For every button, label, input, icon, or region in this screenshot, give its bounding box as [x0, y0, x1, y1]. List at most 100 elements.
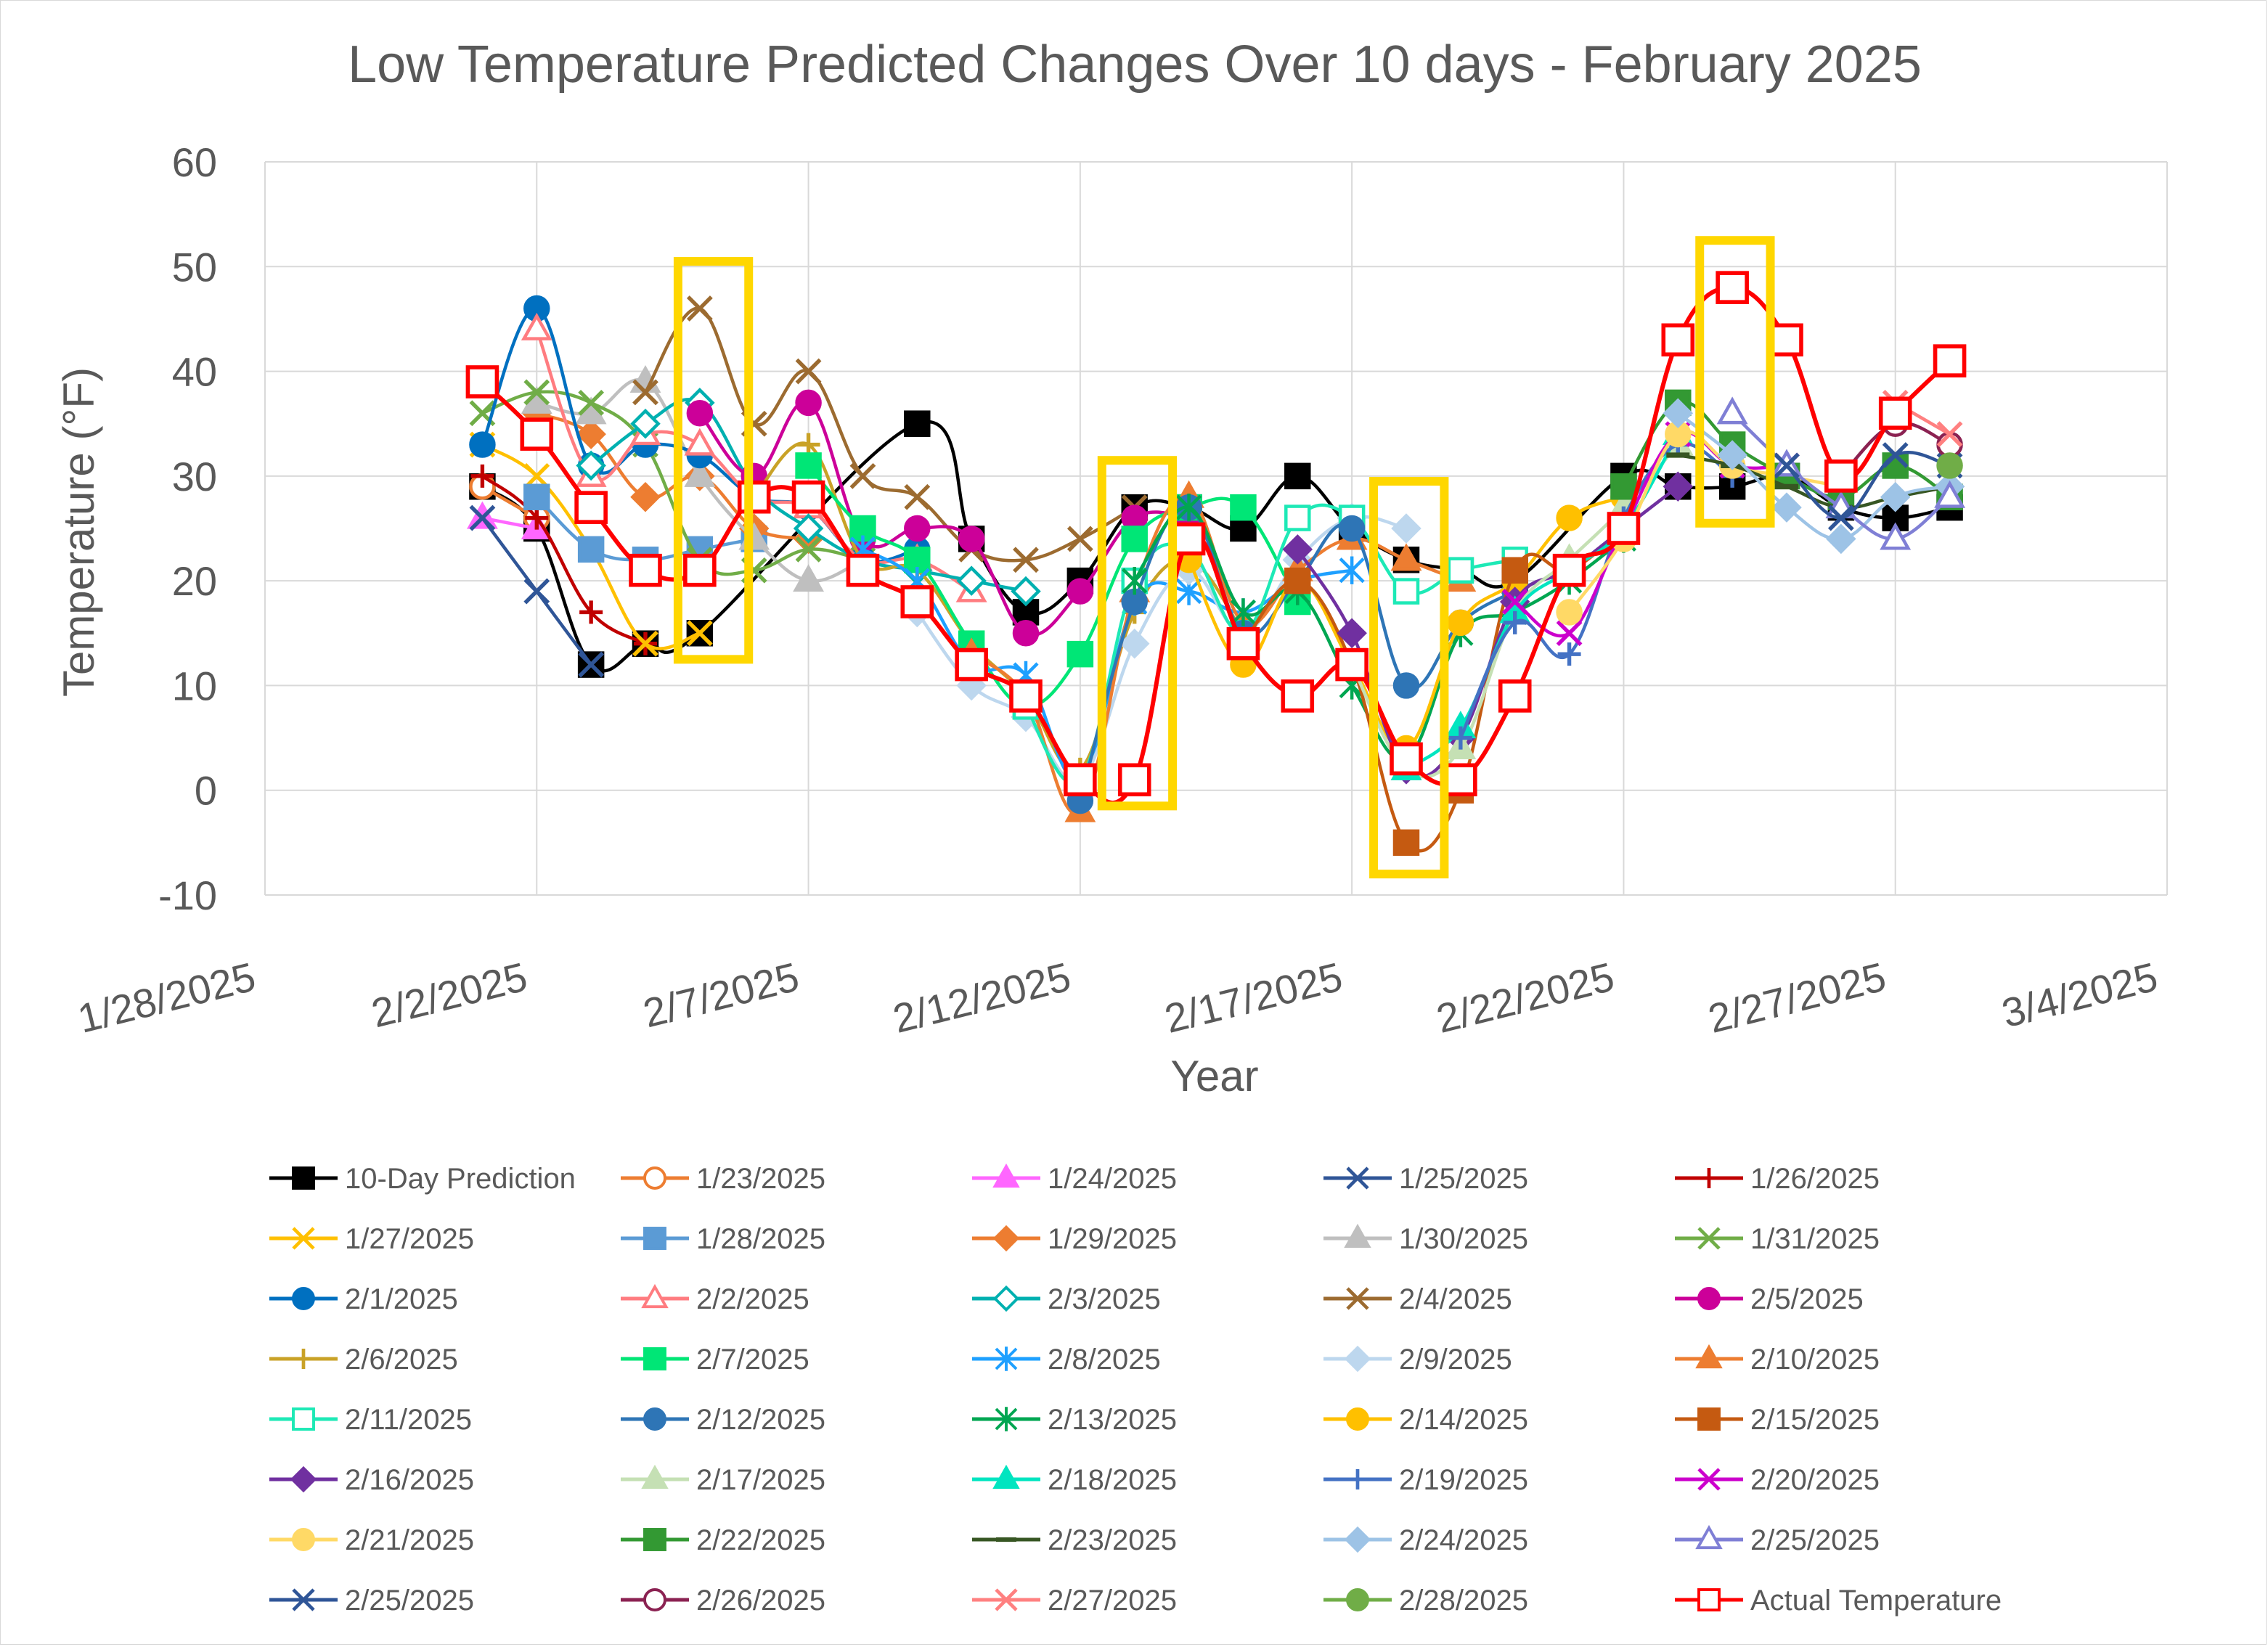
legend-label: 2/9/2025 [1399, 1344, 1512, 1376]
legend-label: 2/13/2025 [1048, 1404, 1177, 1436]
legend-item-1-31-2025: 1/31/2025 [1675, 1223, 1880, 1255]
legend-marker [1695, 1524, 1723, 1550]
legend-marker [641, 1464, 669, 1489]
series-line-2-15-2025 [1241, 527, 1625, 853]
legend-item-2-3-2025: 2/3/2025 [972, 1283, 1161, 1315]
y-axis-title: Temperature (°F) [54, 367, 103, 697]
legend-label: 2/2/2025 [696, 1283, 809, 1315]
legend-label: 2/24/2025 [1399, 1524, 1528, 1556]
data-point-2-20-2025 [1501, 589, 1528, 615]
series-actual-temperature [465, 271, 1967, 805]
data-point-1-29-2025 [576, 419, 606, 449]
legend-item-2-27-2025: 2/27/2025 [972, 1585, 1177, 1617]
legend-item-2-11-2025: 2/11/2025 [269, 1404, 472, 1436]
legend-marker [992, 1464, 1020, 1489]
legend-label: 2/22/2025 [696, 1524, 825, 1556]
x-tick-label: 2/22/2025 [1432, 954, 1618, 1042]
data-point-1-31-2025 [795, 536, 822, 563]
series-line-1-31-2025 [481, 390, 863, 576]
legend-label: 2/12/2025 [696, 1404, 825, 1436]
data-point-2-4-2025 [632, 379, 658, 406]
x-axis-title: Year [1170, 1052, 1258, 1100]
legend-label: 2/20/2025 [1750, 1464, 1880, 1496]
legend-marker [643, 1528, 666, 1551]
data-point-2-9-2025 [1119, 628, 1150, 659]
data-point-2-25-2025 [1934, 480, 1966, 508]
data-point-2-13-2025 [1122, 566, 1148, 595]
legend-label: 2/5/2025 [1750, 1283, 1864, 1315]
data-point-actual-temperature [1390, 742, 1423, 776]
data-point-actual-temperature [1933, 344, 1967, 377]
y-axis-ticks: 60 50 40 30 20 10 0 -10 [158, 139, 217, 918]
data-point-2-10-2025 [1390, 543, 1422, 571]
data-point-2-11-2025 [1447, 557, 1474, 584]
data-point-2-7-2025 [795, 452, 822, 479]
series-line-2-20-2025 [1514, 430, 1787, 638]
data-point-2-5-2025 [904, 515, 931, 542]
data-point-2-19-2025 [1448, 726, 1472, 750]
legend-label: 1/26/2025 [1750, 1163, 1880, 1195]
data-point-2-5-2025 [958, 526, 985, 552]
data-point-2-24-2025 [1717, 440, 1747, 470]
data-point-2-7-2025 [1230, 494, 1257, 521]
legend-marker [995, 1346, 1018, 1371]
legend-marker [1695, 1344, 1723, 1369]
legend-marker [643, 1347, 666, 1370]
legend-label: 2/21/2025 [345, 1524, 474, 1556]
legend-label: 2/17/2025 [696, 1464, 825, 1496]
legend-item-2-6-2025: 2/6/2025 [269, 1344, 458, 1376]
legend-marker [992, 1225, 1020, 1252]
series-line-2-10-2025 [970, 494, 1461, 815]
data-point-actual-temperature [1335, 647, 1368, 682]
legend-label: 2/11/2025 [345, 1404, 472, 1436]
y-tick-label: 60 [172, 139, 217, 185]
data-point-1-28-2025 [577, 536, 605, 563]
y-tick-label: 10 [172, 663, 217, 708]
data-point-2-5-2025 [1012, 620, 1040, 647]
data-point-2-5-2025 [686, 400, 714, 427]
data-point-actual-temperature [1281, 679, 1315, 713]
data-point-actual-temperature [1009, 679, 1043, 713]
data-point-1-28-2025 [523, 483, 550, 510]
x-tick-label: 3/4/2025 [1997, 954, 2162, 1037]
x-tick-label: 2/2/2025 [367, 954, 531, 1037]
legend-marker [290, 1466, 317, 1493]
legend-item-2-23-2025: 2/23/2025 [972, 1524, 1177, 1556]
legend-item-2-13-2025: 2/13/2025 [972, 1404, 1177, 1436]
highlight-boxes [673, 236, 1775, 879]
legend-item-2-10-2025: 2/10/2025 [1675, 1344, 1880, 1376]
data-point-2-5-2025 [795, 389, 822, 417]
legend-marker [995, 1407, 1018, 1431]
data-point-2-1-2025 [469, 431, 496, 458]
legend-marker [1697, 1227, 1721, 1250]
data-point-1-26-2025 [579, 600, 603, 624]
legend-item-1-23-2025: 1/23/2025 [621, 1163, 825, 1195]
data-point-2-15-2025 [1392, 829, 1420, 857]
legend-label: 2/27/2025 [1048, 1585, 1177, 1617]
data-point-actual-temperature [683, 553, 717, 587]
data-point-10-day-prediction [1284, 462, 1311, 490]
legend-marker [1697, 1468, 1721, 1491]
data-point-2-14-2025 [1447, 609, 1474, 637]
data-point-2-20-2025 [1556, 620, 1583, 647]
legend-label: 1/25/2025 [1399, 1163, 1528, 1195]
legend-label: 2/6/2025 [345, 1344, 458, 1376]
data-point-actual-temperature [791, 480, 825, 514]
data-point-2-9-2025 [1391, 513, 1421, 544]
data-point-2-3-2025 [630, 408, 661, 439]
legend-label: 2/8/2025 [1048, 1344, 1161, 1376]
legend-marker [292, 1287, 315, 1310]
legend-marker [293, 1349, 314, 1369]
legend-marker [1697, 1588, 1721, 1611]
legend-marker [992, 1285, 1020, 1312]
legend-label: 2/25/2025 [345, 1585, 474, 1617]
y-tick-label: 20 [172, 558, 217, 604]
data-point-actual-temperature [1226, 626, 1260, 661]
legend-item-2-18-2025: 2/18/2025 [972, 1464, 1177, 1496]
data-point-2-7-2025 [1066, 640, 1094, 668]
highlight-box [1695, 236, 1775, 528]
y-tick-label: 40 [172, 349, 217, 395]
data-point-10-day-prediction [904, 410, 931, 437]
legend-item-1-30-2025: 1/30/2025 [1323, 1223, 1528, 1255]
